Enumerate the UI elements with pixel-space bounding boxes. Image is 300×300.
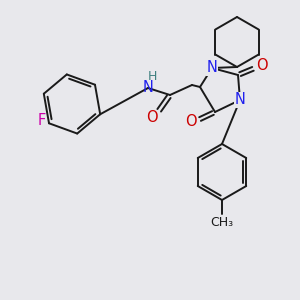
Text: O: O — [256, 58, 268, 74]
Text: CH₃: CH₃ — [210, 215, 234, 229]
Text: N: N — [235, 92, 245, 107]
Text: O: O — [146, 110, 158, 124]
Text: F: F — [38, 113, 46, 128]
Text: O: O — [185, 115, 197, 130]
Text: N: N — [207, 61, 218, 76]
Text: H: H — [147, 70, 157, 83]
Text: N: N — [142, 80, 153, 95]
